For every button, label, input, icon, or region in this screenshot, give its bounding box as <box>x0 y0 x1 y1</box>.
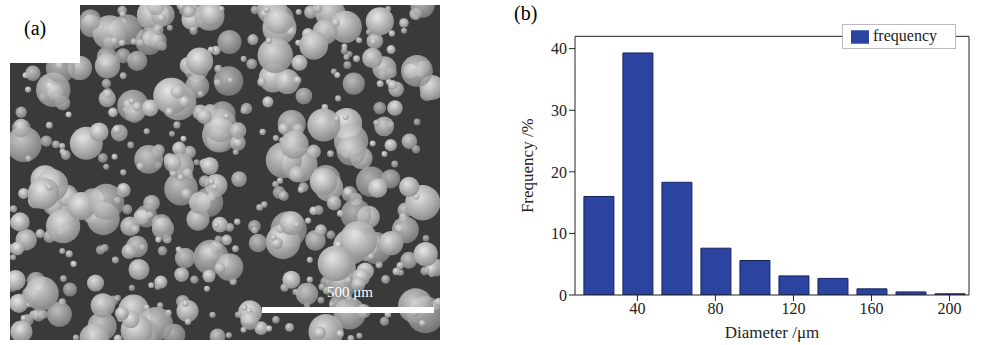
svg-text:80: 80 <box>707 300 723 317</box>
html-text:frequency: frequency <box>873 27 937 44</box>
svg-text:10: 10 <box>551 225 567 242</box>
svg-text:20: 20 <box>551 164 567 181</box>
svg-text:40: 40 <box>629 300 645 317</box>
svg-text:40: 40 <box>551 40 567 57</box>
html-text:(b): (b) <box>514 2 538 24</box>
svg-text:30: 30 <box>551 102 567 119</box>
svg-text:120: 120 <box>781 300 805 317</box>
svg-text:160: 160 <box>859 300 883 317</box>
svg-text:200: 200 <box>937 300 961 317</box>
svg-text:500 μm: 500 μm <box>327 284 373 300</box>
svg-text:(a): (a) <box>24 17 46 40</box>
svg-text:Diameter /μm: Diameter /μm <box>725 323 820 342</box>
svg-text:Frequency /%: Frequency /% <box>518 118 537 213</box>
svg-text:0: 0 <box>559 287 567 304</box>
